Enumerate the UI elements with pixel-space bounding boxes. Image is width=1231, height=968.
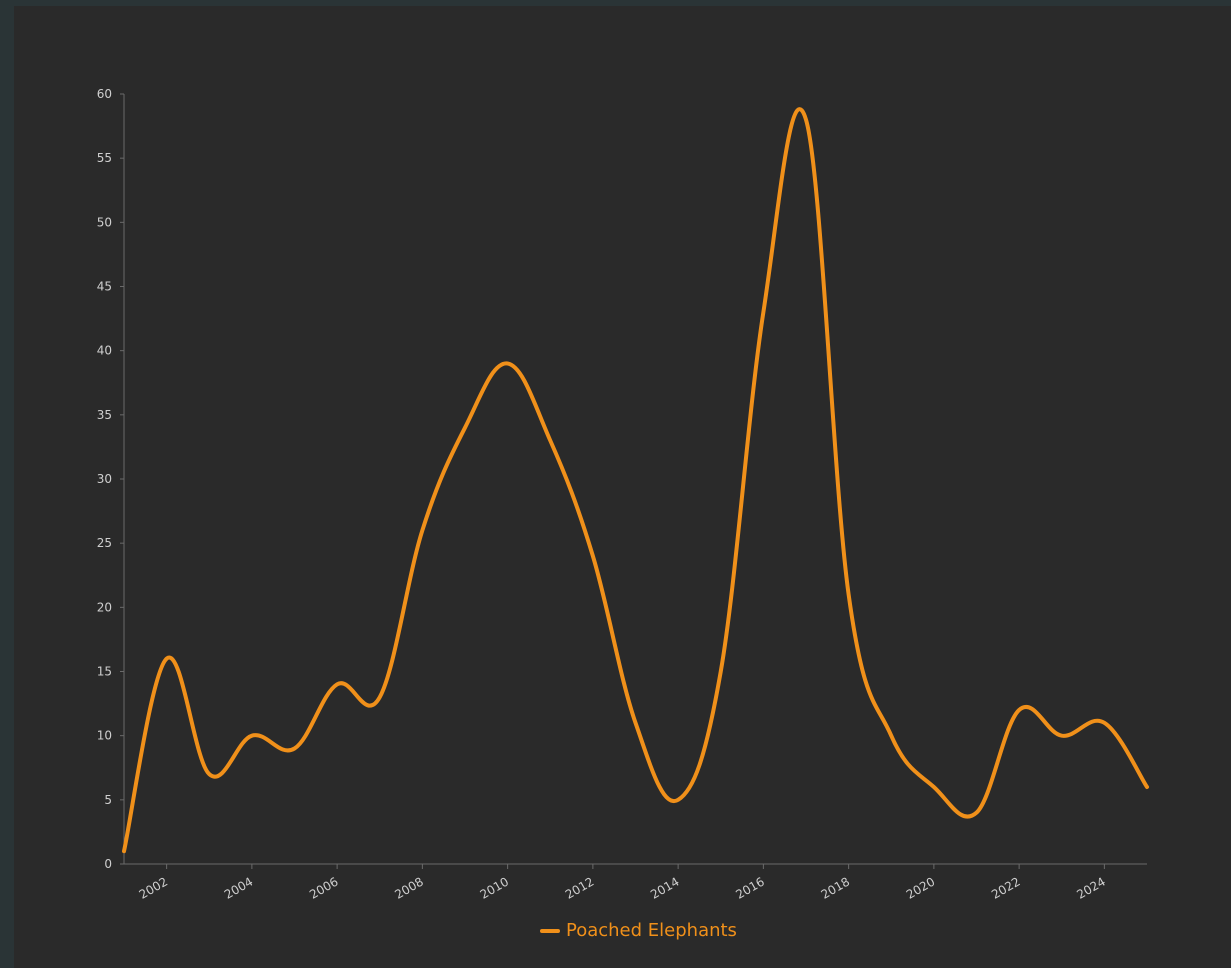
x-tick-label: 2010 (478, 874, 511, 901)
x-tick-label: 2012 (563, 874, 596, 901)
x-axis-ticks: 2002 2004 2006 2008 2010 2012 2014 2016 2018 2020… (137, 864, 1108, 902)
y-tick-label: 45 (97, 280, 112, 294)
x-tick-label: 2022 (989, 874, 1022, 901)
y-tick-label: 50 (97, 215, 112, 229)
y-tick-label: 40 (97, 344, 112, 358)
y-tick-label: 20 (97, 600, 112, 614)
y-tick-label: 10 (97, 729, 112, 743)
y-tick-label: 5 (104, 793, 112, 807)
x-tick-label: 2024 (1074, 874, 1107, 901)
x-tick-label: 2016 (733, 874, 766, 901)
y-tick-label: 30 (97, 472, 112, 486)
x-tick-label: 2004 (222, 874, 255, 901)
x-tick-label: 2002 (137, 874, 170, 901)
legend-label: Poached Elephants (566, 920, 737, 941)
x-tick-label: 2018 (819, 874, 852, 901)
y-tick-label: 0 (104, 857, 112, 871)
y-tick-label: 35 (97, 408, 112, 422)
series-layer (122, 107, 1149, 854)
legend[interactable]: Poached Elephants (540, 920, 737, 941)
y-tick-label: 15 (97, 665, 112, 679)
series-line[interactable] (122, 107, 1149, 854)
legend-swatch (540, 928, 560, 933)
x-tick-label: 2020 (904, 874, 937, 901)
y-tick-label: 55 (97, 151, 112, 165)
x-tick-label: 2008 (392, 874, 425, 901)
x-tick-label: 2006 (307, 874, 340, 901)
chart-panel (14, 6, 1231, 968)
y-tick-label: 60 (97, 87, 112, 101)
y-axis-ticks: 0 5 10 15 20 25 30 35 40 45 50 55 60 (97, 87, 124, 871)
x-tick-label: 2014 (648, 874, 681, 901)
y-tick-label: 25 (97, 536, 112, 550)
